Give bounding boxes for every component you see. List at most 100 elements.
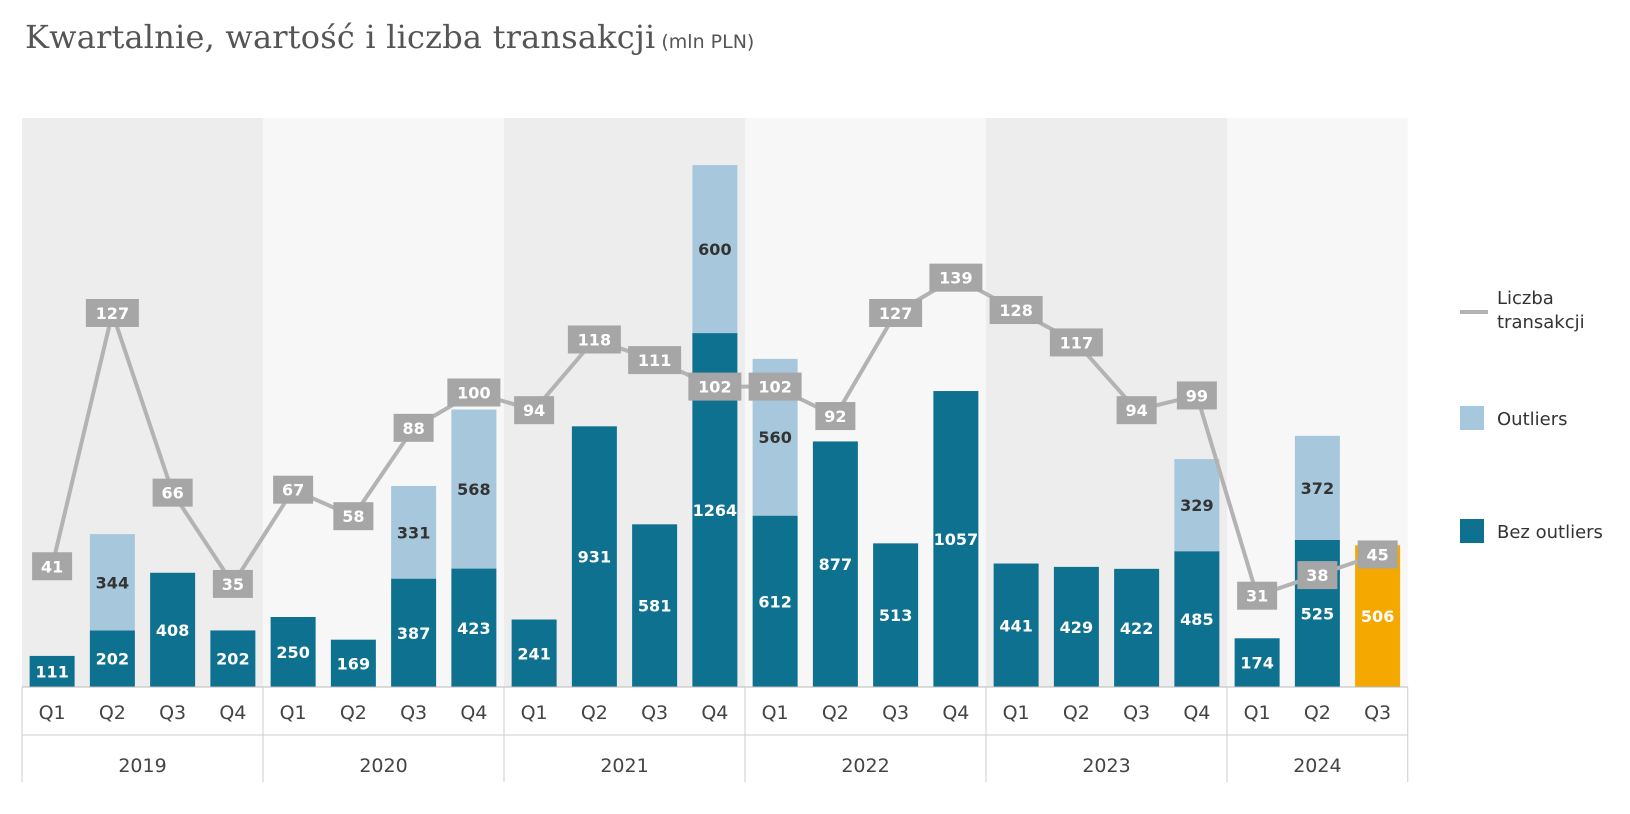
line-point-label: 139 [939,269,972,288]
line-point-marker [748,372,802,401]
line-point-marker [1357,540,1398,569]
legend-label-outliers: Outliers [1497,409,1568,430]
bar-label-bez-outliers: 387 [397,624,430,643]
line-point-marker [567,325,621,354]
line-point-marker [393,413,434,442]
line-point-marker [1116,396,1157,425]
bar-label-bez-outliers: 250 [276,643,309,662]
bar-label-outliers: 600 [698,240,731,259]
legend-label-liczba-transakcji: Liczba transakcji [1497,288,1585,333]
bar-outliers [1294,435,1340,540]
line-point-label: 35 [222,575,244,594]
bar-bez-outliers [511,619,557,687]
line-point-marker [273,475,314,504]
bar-label-outliers: 344 [96,573,129,592]
x-tick-quarter: Q2 [1304,702,1331,724]
line-point-label: 100 [457,384,490,403]
line-point-label: 66 [161,484,183,503]
line-point-marker [1049,328,1103,357]
bar-bez-outliers [29,655,75,687]
line-point-marker [1176,381,1217,410]
line-point-label: 31 [1246,587,1268,606]
line-point-label: 102 [698,378,731,397]
bar-bez-outliers [1234,638,1280,687]
x-tick-year: 2022 [841,755,889,777]
line-point-marker [1297,561,1338,590]
bar-bez-outliers [451,568,497,687]
x-tick-quarter: Q1 [521,702,548,724]
legend-swatch-bez-outliers [1460,519,1484,543]
line-point-marker [85,298,139,327]
x-tick-quarter: Q3 [400,702,427,724]
bar-outliers [451,409,497,569]
x-tick-quarter: Q1 [762,702,789,724]
line-point-label: 111 [638,351,671,370]
bar-bez-outliers [1114,568,1160,687]
bar-label-bez-outliers: 1264 [693,501,738,520]
line-point-marker [152,478,193,507]
x-tick-quarter: Q3 [1364,702,1391,724]
bar-label-bez-outliers: 422 [1120,619,1153,638]
bar-outliers [1174,459,1220,552]
bar-label-bez-outliers: 241 [517,644,550,663]
line-point-marker [514,396,555,425]
bar-label-outliers: 331 [397,523,430,542]
bar-label-bez-outliers: 513 [879,606,912,625]
x-tick-quarter: Q3 [1123,702,1150,724]
line-point-label: 117 [1060,333,1093,352]
line-point-marker [1237,581,1278,610]
x-tick-quarter: Q4 [701,702,728,724]
bar-label-outliers: 560 [758,428,791,447]
bar-label-bez-outliers: 441 [999,616,1032,635]
line-point-marker [628,346,682,375]
x-tick-quarter: Q2 [99,702,126,724]
line-point-label: 58 [342,507,364,526]
bar-bez-outliers [89,630,135,687]
line-point-marker [212,569,253,598]
bar-bez-outliers [933,391,979,687]
bar-label-bez-outliers: 429 [1060,618,1093,637]
bar-bez-outliers [270,617,316,687]
line-point-label: 128 [999,301,1032,320]
line-point-marker [929,263,983,292]
bar-bez-outliers [752,515,798,687]
chart-title: Kwartalnie, wartość i liczba transakcji(… [25,18,754,56]
bar-label-bez-outliers: 1057 [934,530,979,549]
bar-label-bez-outliers: 408 [156,621,189,640]
x-tick-year: 2020 [359,755,407,777]
bar-label-bez-outliers: 202 [96,650,129,669]
bar-bez-outliers [330,639,376,687]
line-point-label: 45 [1366,545,1388,564]
bar-label-bez-outliers: 174 [1240,654,1273,673]
line-point-label: 127 [879,304,912,323]
bar-bez-outliers [873,543,919,687]
line-point-marker [688,372,742,401]
bar-bez-outliers [1355,545,1401,687]
bar-outliers [692,165,738,334]
bar-label-bez-outliers: 202 [216,650,249,669]
bar-bez-outliers [150,572,196,687]
legend-swatch-outliers [1460,406,1484,430]
bar-bez-outliers [632,524,678,687]
line-point-label: 118 [578,330,611,349]
line-point-label: 38 [1306,566,1328,585]
bar-label-bez-outliers: 506 [1361,607,1394,626]
x-tick-quarter: Q2 [340,702,367,724]
x-tick-year: 2019 [118,755,166,777]
legend: Liczba transakcji Outliers Bez outliers [1460,288,1603,543]
line-point-label: 94 [1125,401,1147,420]
bar-bez-outliers [812,441,858,687]
line-point-label: 67 [282,481,304,500]
x-tick-quarter: Q1 [1244,702,1271,724]
x-tick-quarter: Q4 [942,702,969,724]
x-tick-quarter: Q2 [581,702,608,724]
x-tick-quarter: Q2 [822,702,849,724]
line-point-marker [989,296,1043,325]
line-point-marker [333,502,374,531]
line-point-label: 88 [402,419,424,438]
x-tick-quarter: Q3 [641,702,668,724]
legend-label-bez-outliers: Bez outliers [1497,522,1603,543]
x-tick-year: 2024 [1293,755,1341,777]
bar-label-bez-outliers: 111 [35,662,68,681]
bar-bez-outliers [1053,566,1099,687]
